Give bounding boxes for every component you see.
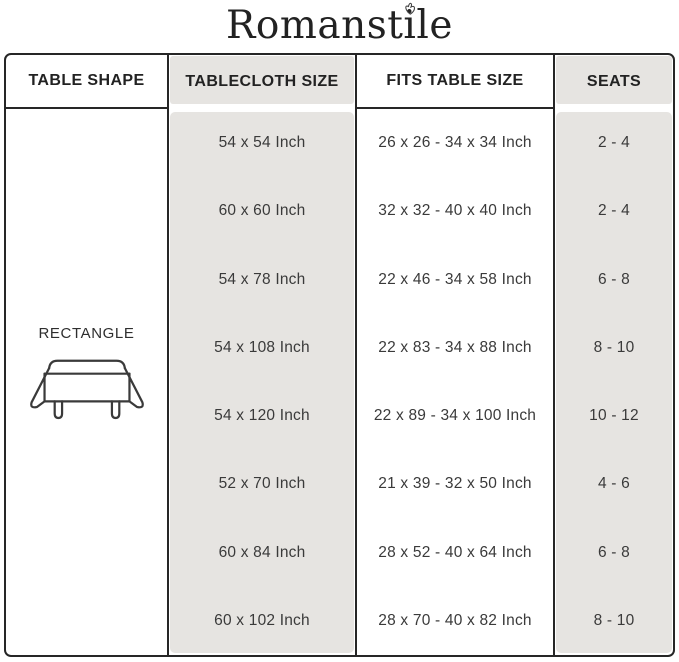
seats-cell: 2 - 4	[597, 134, 630, 152]
seats-cell: 10 - 12	[589, 407, 639, 425]
table-shape-column: RECTANGLE	[6, 109, 169, 655]
fits-table-size-cell: 28 x 52 - 40 x 64 Inch	[378, 543, 532, 561]
column-header-tablecloth-size: TABLECLOTH SIZE	[169, 55, 357, 109]
tablecloth-size-cell: 60 x 60 Inch	[218, 202, 306, 220]
brand-name: Romanstile	[226, 3, 453, 48]
column-header-label: SEATS	[586, 73, 642, 90]
seats-cell: 4 - 6	[597, 475, 630, 493]
column-header-label: TABLECLOTH SIZE	[185, 73, 339, 90]
fits-table-size-cell: 22 x 46 - 34 x 58 Inch	[378, 270, 532, 288]
seats-cell: 6 - 8	[597, 543, 630, 561]
shape-label: RECTANGLE	[38, 324, 135, 342]
seats-column: 2 - 4 2 - 4 6 - 8 8 - 10 10 - 12 4 - 6 6…	[555, 109, 673, 655]
size-chart-table: TABLE SHAPE TABLECLOTH SIZE FITS TABLE S…	[4, 53, 675, 657]
fits-table-size-cell: 32 x 32 - 40 x 40 Inch	[378, 202, 532, 220]
seats-cell: 8 - 10	[593, 338, 635, 356]
fits-table-size-column: 26 x 26 - 34 x 34 Inch 32 x 32 - 40 x 40…	[357, 109, 555, 655]
tablecloth-size-cell: 54 x 54 Inch	[218, 134, 306, 152]
tablecloth-size-cell: 60 x 102 Inch	[214, 611, 310, 629]
fits-table-size-cell: 22 x 89 - 34 x 100 Inch	[373, 407, 537, 425]
tablecloth-size-cell: 54 x 120 Inch	[214, 407, 310, 425]
tablecloth-size-column: 54 x 54 Inch 60 x 60 Inch 54 x 78 Inch 5…	[169, 109, 357, 655]
column-header-seats: SEATS	[555, 55, 673, 109]
tablecloth-size-cell: 60 x 84 Inch	[218, 543, 306, 561]
tablecloth-size-cell: 52 x 70 Inch	[218, 475, 306, 493]
butterfly-flourish-icon	[404, 2, 415, 15]
seats-cell: 8 - 10	[593, 611, 635, 629]
brand-header: Romanstile	[0, 0, 679, 52]
seats-cell: 2 - 4	[597, 202, 630, 220]
rectangle-tablecloth-icon	[29, 359, 144, 419]
fits-table-size-cell: 28 x 70 - 40 x 82 Inch	[378, 611, 532, 629]
fits-table-size-cell: 22 x 83 - 34 x 88 Inch	[378, 338, 532, 356]
tablecloth-size-cell: 54 x 78 Inch	[218, 270, 306, 288]
column-header-table-shape: TABLE SHAPE	[6, 55, 169, 109]
column-header-fits-table-size: FITS TABLE SIZE	[357, 55, 555, 109]
tablecloth-size-cell: 54 x 108 Inch	[214, 338, 310, 356]
fits-table-size-cell: 21 x 39 - 32 x 50 Inch	[378, 475, 532, 493]
seats-cell: 6 - 8	[597, 270, 630, 288]
shape-block: RECTANGLE	[26, 325, 148, 430]
fits-table-size-cell: 26 x 26 - 34 x 34 Inch	[378, 134, 532, 152]
